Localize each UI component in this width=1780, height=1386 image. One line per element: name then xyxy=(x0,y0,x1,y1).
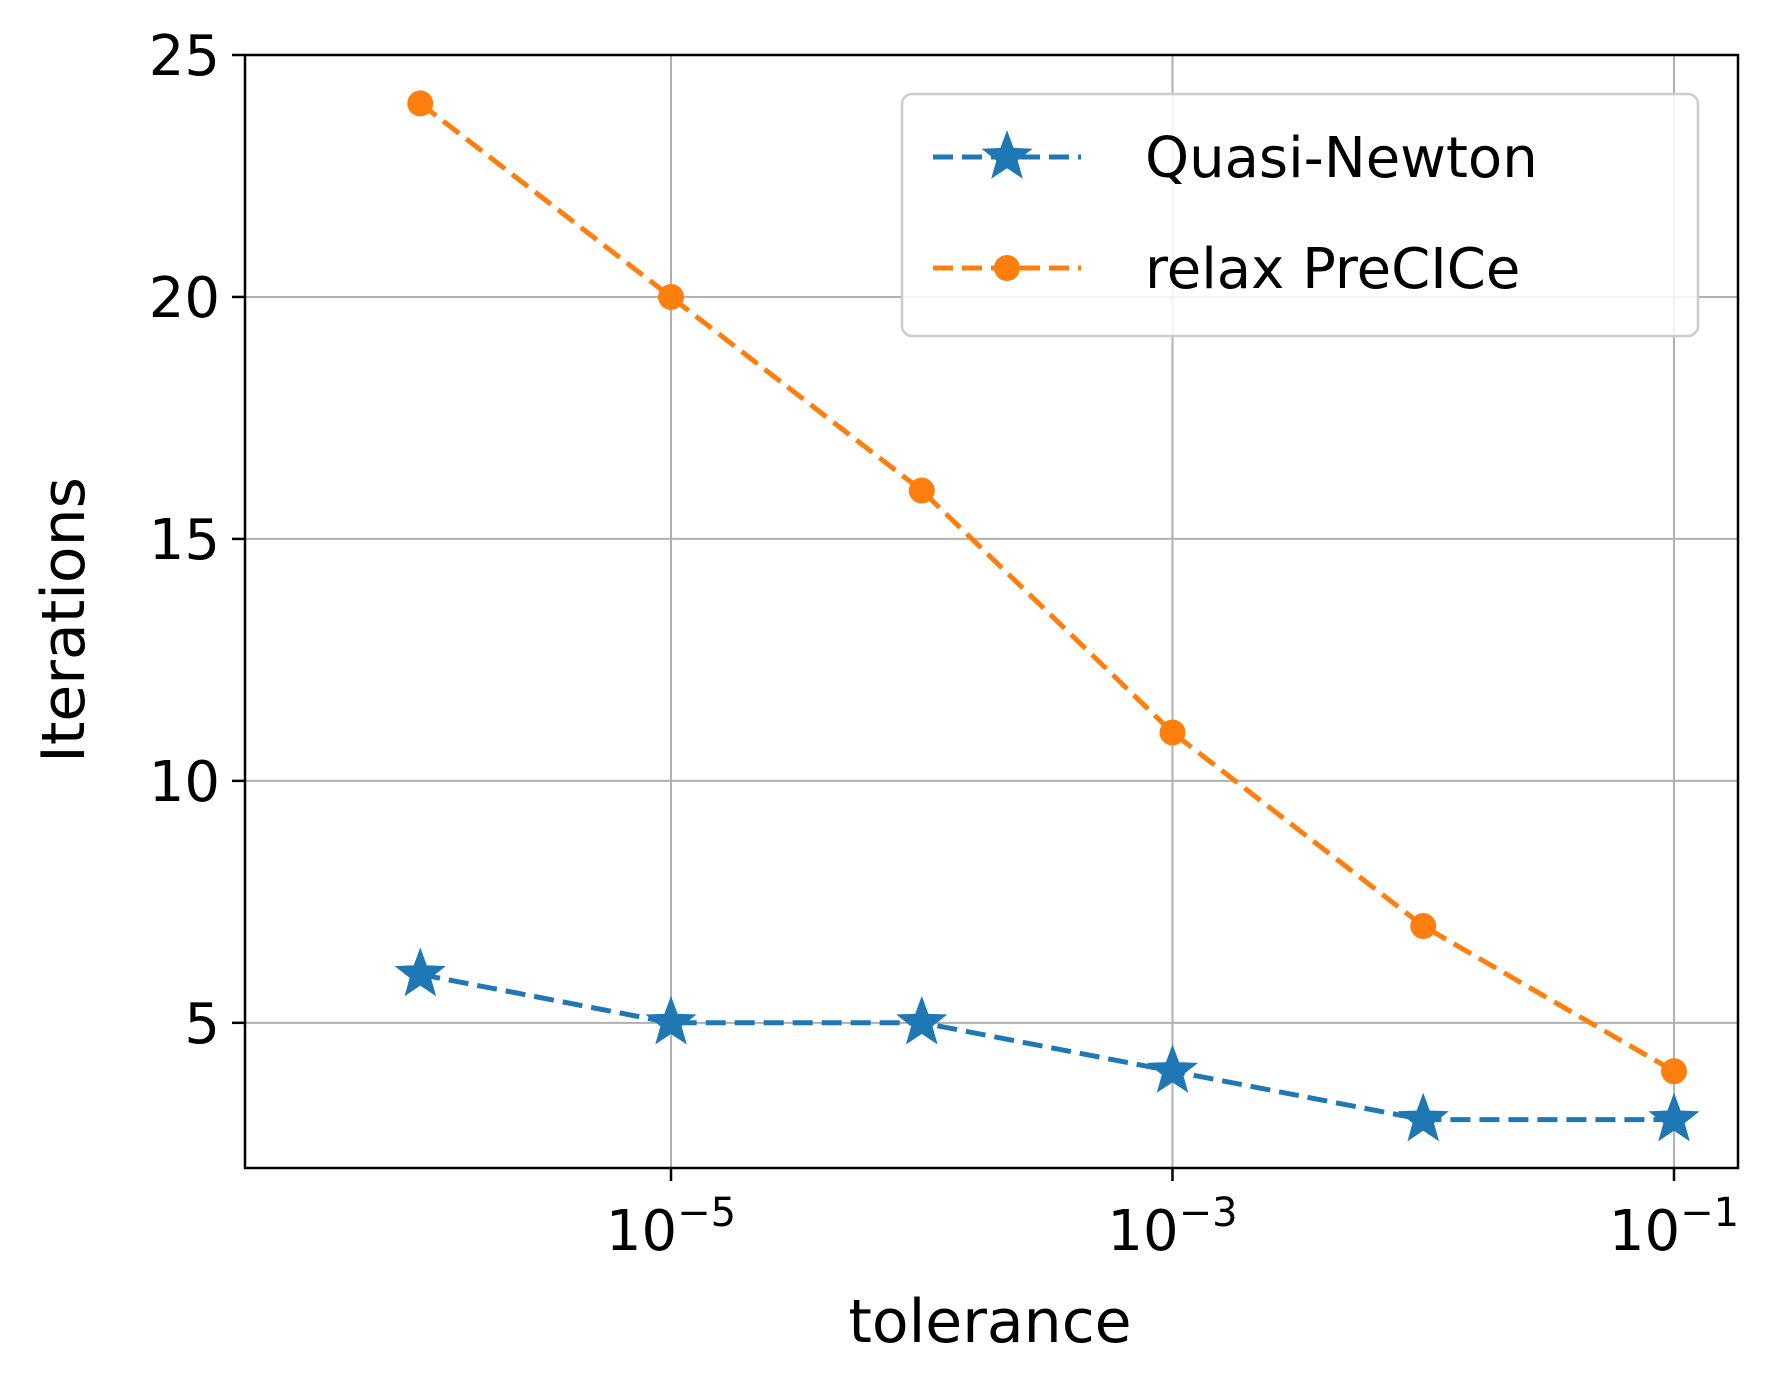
series-line xyxy=(419,971,1674,1123)
legend-sample-quasi-newton xyxy=(933,130,1081,179)
series-line xyxy=(418,101,1676,1074)
data-point-star xyxy=(981,130,1033,179)
series-quasi-newton xyxy=(394,947,1700,1142)
y-tick-label: 5 xyxy=(184,992,220,1057)
plot-series xyxy=(394,90,1700,1142)
y-tick-label: 25 xyxy=(149,24,220,89)
plot-area-frame xyxy=(243,53,1740,1170)
legend-label-relax-precice: relax PreCICe xyxy=(1145,237,1520,302)
y-axis-label: Iterations xyxy=(29,477,99,763)
data-point-star xyxy=(645,995,697,1045)
axis-ticks: 10−5 10−3 10−1 5 10 15 20 25 xyxy=(149,24,1739,1264)
data-point-star xyxy=(1648,1092,1700,1142)
data-point-circle xyxy=(994,255,1020,281)
x-tick-label: 10−5 xyxy=(606,1190,736,1264)
y-tick-label: 20 xyxy=(149,266,220,331)
data-point-circle xyxy=(658,283,685,310)
data-point-star xyxy=(896,995,948,1045)
data-point-star xyxy=(1146,1044,1199,1093)
y-tick-label: 15 xyxy=(149,508,220,573)
x-axis-label: tolerance xyxy=(848,1287,1131,1357)
legend-label-quasi-newton: Quasi-Newton xyxy=(1145,126,1538,191)
x-tick-label: 10−1 xyxy=(1609,1190,1739,1264)
legend: Quasi-Newton relax PreCICe xyxy=(900,92,1700,338)
data-point-star xyxy=(394,947,446,997)
x-tick-label: 10−3 xyxy=(1107,1190,1237,1264)
legend-sample-relax-precice xyxy=(933,255,1081,281)
series-relax-precice xyxy=(407,90,1687,1085)
data-point-circle xyxy=(1660,1058,1687,1085)
data-point-star xyxy=(1397,1092,1449,1142)
data-point-circle xyxy=(407,90,434,117)
y-tick-label: 10 xyxy=(149,750,220,815)
data-point-circle xyxy=(1410,913,1437,940)
legend-box xyxy=(900,92,1700,338)
data-point-circle xyxy=(1159,719,1186,746)
data-point-circle xyxy=(908,477,935,504)
